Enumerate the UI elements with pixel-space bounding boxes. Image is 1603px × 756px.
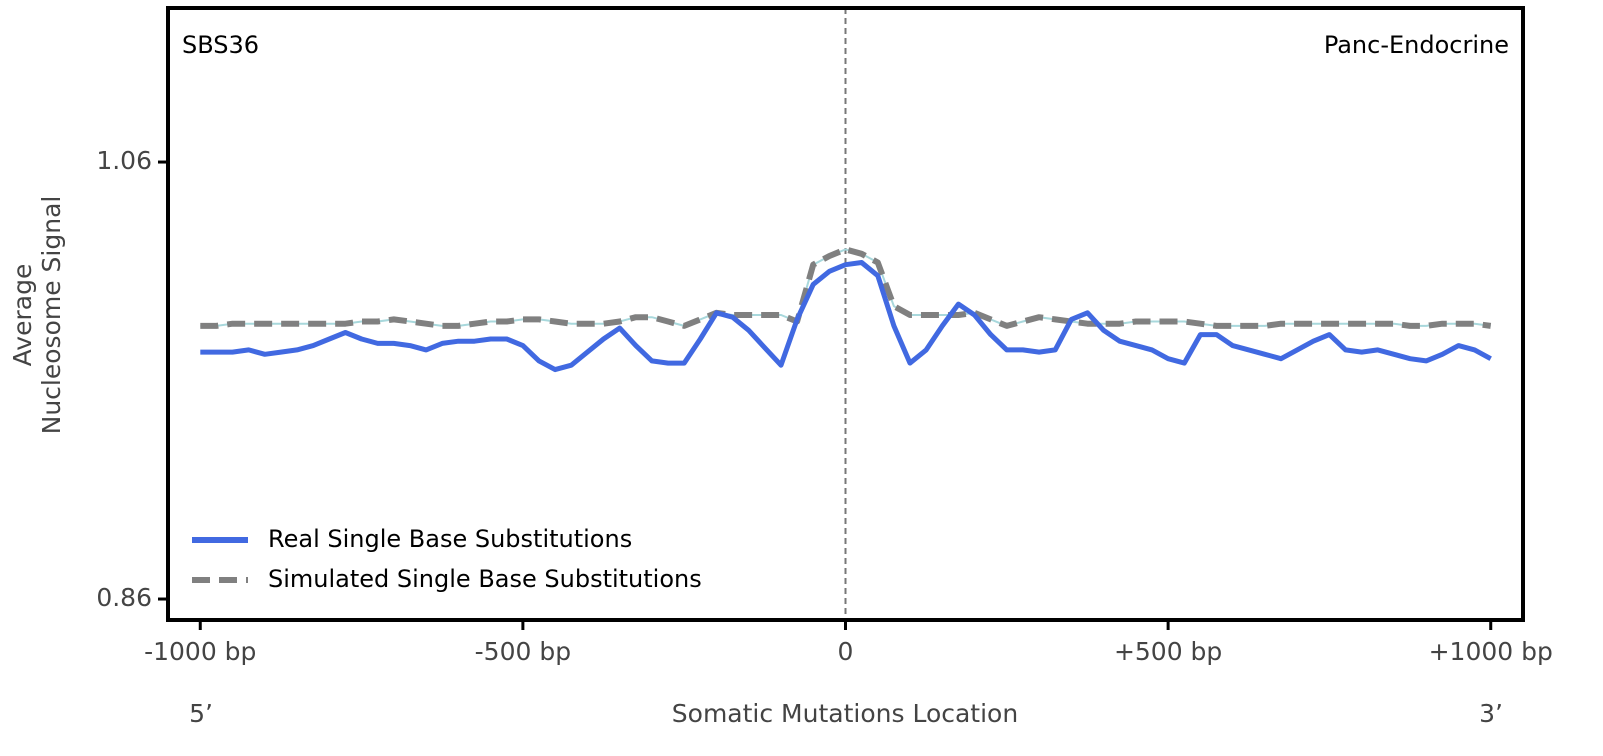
x-end-label: 5’	[189, 699, 213, 728]
x-end-label: 3’	[1479, 699, 1503, 728]
x-tick-label: -1000 bp	[144, 637, 256, 666]
legend-label: Simulated Single Base Substitutions	[268, 565, 702, 593]
x-tick-label: 0	[838, 637, 854, 666]
y-tick-label: 0.86	[96, 583, 152, 612]
plot-frame	[166, 6, 1525, 622]
annotation: SBS36	[182, 31, 259, 59]
x-tick-label: +1000 bp	[1429, 637, 1553, 666]
series-line	[200, 260, 1492, 373]
y-axis-label: Average	[8, 264, 37, 367]
x-tick-label: +500 bp	[1114, 637, 1222, 666]
annotation: Panc-Endocrine	[1324, 31, 1509, 59]
legend-label: Real Single Base Substitutions	[268, 525, 632, 553]
y-axis-label: Nucleosome Signal	[37, 196, 66, 435]
x-axis-label: Somatic Mutations Location	[672, 699, 1018, 728]
series-line	[200, 246, 1492, 329]
x-tick-label: -500 bp	[475, 637, 571, 666]
y-tick-label: 1.06	[96, 146, 152, 175]
